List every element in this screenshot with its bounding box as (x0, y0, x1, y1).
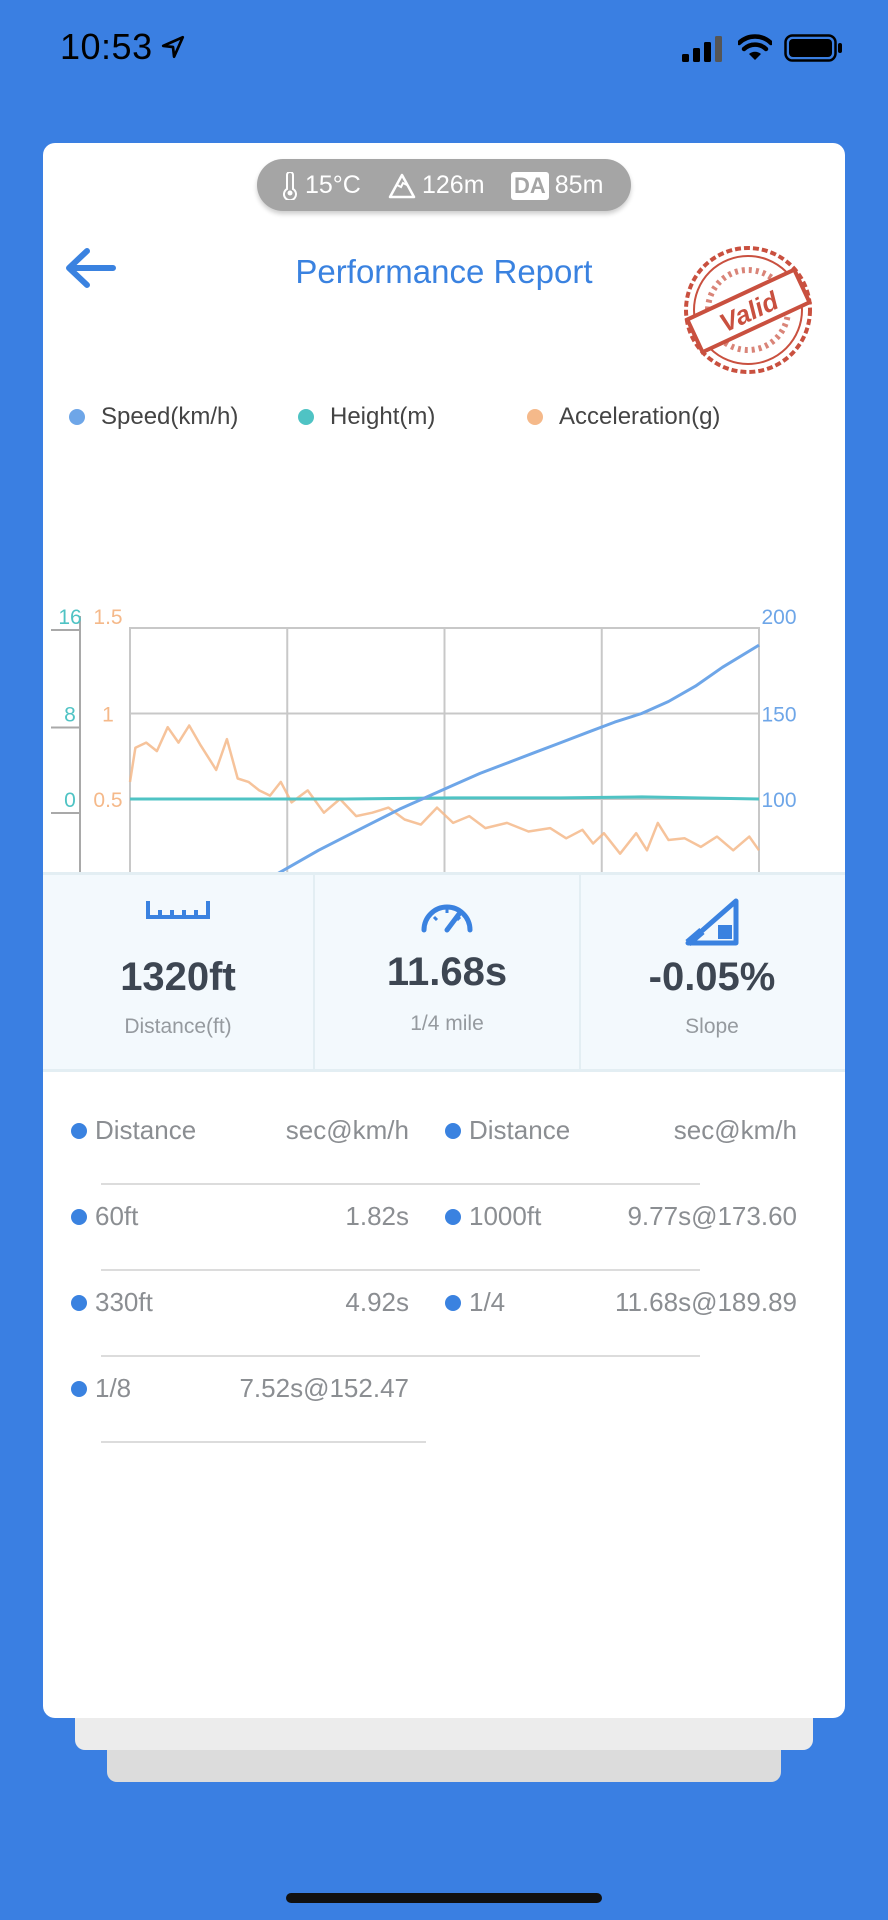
height-tick-label: 8 (64, 704, 76, 727)
report-card: 15°C 126m DA 85m Performance Report Vali… (43, 143, 845, 1718)
split-60ft: 60ft 1.82s (43, 1189, 426, 1275)
legend-height: Height(m) (298, 403, 435, 431)
ruler-icon (146, 901, 210, 919)
stat-slope-label: Slope (685, 1015, 739, 1038)
series-line-height (130, 795, 760, 801)
speedometer-icon (421, 904, 473, 933)
split-value: 11.68s@189.89 (614, 1287, 797, 1317)
acceleration-tick-label: 0.5 (93, 789, 122, 812)
speed-tick-label: 100 (761, 789, 796, 812)
split-header-right: Distance sec@km/h (409, 1103, 797, 1189)
split-bullet (71, 1209, 87, 1225)
stat-distance: 1320ft Distance(ft) (43, 875, 315, 1069)
split-value: 4.92s (345, 1287, 409, 1317)
split-330ft: 330ft 4.92s (43, 1275, 426, 1361)
legend-height-dot (298, 409, 314, 425)
split-bullet (445, 1209, 461, 1225)
thermometer-icon (283, 171, 297, 200)
arrow-left-icon (66, 248, 116, 288)
split-value: sec@km/h (673, 1115, 797, 1145)
split-divider (101, 1355, 426, 1357)
acceleration-tick-label: 1 (102, 704, 114, 727)
speed-tick-label: 200 (761, 606, 796, 629)
temperature-value: 15°C (305, 171, 361, 199)
height-tick-label: 0 (64, 789, 76, 812)
split-divider (409, 1183, 700, 1185)
density-altitude-item: DA 85m (511, 171, 603, 200)
split-divider (101, 1441, 426, 1443)
density-altitude-value: 85m (554, 171, 604, 199)
cellular-signal-icon (682, 36, 722, 62)
stat-distance-value: 1320ft (120, 955, 236, 999)
stat-slope: -0.05% Slope (579, 875, 845, 1069)
split-divider (101, 1183, 426, 1185)
location-arrow-icon (161, 35, 185, 59)
height-tick-label: 16 (58, 606, 81, 629)
stat-time: 11.68s 1/4 mile (315, 875, 581, 1069)
split-bullet (71, 1123, 87, 1139)
battery-icon (784, 34, 842, 62)
split-bullet (445, 1295, 461, 1311)
split-bullet (71, 1295, 87, 1311)
split-header-left: Distance sec@km/h (43, 1103, 426, 1189)
legend-speed-label: Speed(km/h) (101, 403, 239, 430)
split-name: Distance (469, 1115, 571, 1145)
stat-distance-label: Distance(ft) (124, 1015, 232, 1038)
split-name: 330ft (95, 1287, 153, 1317)
mountain-icon (388, 173, 416, 198)
status-bar: 10:53 (0, 0, 888, 100)
split-bullet (445, 1123, 461, 1139)
split-value: sec@km/h (285, 1115, 409, 1145)
legend-acceleration: Acceleration(g) (527, 403, 720, 431)
altitude-value: 126m (422, 171, 485, 199)
split-divider (409, 1355, 700, 1357)
split-divider (101, 1269, 426, 1271)
valid-stamp-icon: Valid (684, 246, 813, 374)
split-bullet (71, 1381, 87, 1397)
legend-acceleration-label: Acceleration(g) (559, 403, 721, 430)
series-line-acceleration (128, 724, 761, 855)
legend-speed: Speed(km/h) (69, 403, 238, 431)
split-value: 9.77s@173.60 (627, 1201, 797, 1231)
split-name: 1/4 (469, 1287, 506, 1317)
split-divider (409, 1269, 700, 1271)
home-indicator (286, 1893, 602, 1903)
legend-acceleration-dot (527, 409, 543, 425)
status-time: 10:53 (60, 26, 153, 67)
back-button[interactable] (61, 243, 121, 293)
split-quarter-mile: 1/4 11.68s@189.89 (409, 1275, 797, 1361)
split-name: 60ft (95, 1201, 139, 1231)
stat-time-label: 1/4 mile (410, 1012, 484, 1035)
wifi-icon (738, 34, 772, 60)
stats-band: 1320ft Distance(ft) 11.68s 1/4 mile -0.0… (43, 872, 845, 1072)
altitude-item: 126m (388, 171, 485, 200)
speed-tick-label: 150 (761, 704, 796, 727)
split-value: 1.82s (345, 1201, 409, 1231)
stat-slope-value: -0.05% (648, 955, 776, 999)
split-name: 1/8 (95, 1373, 132, 1403)
stat-time-value: 11.68s (386, 950, 508, 994)
legend-speed-dot (69, 409, 85, 425)
split-name: 1000ft (469, 1201, 542, 1231)
da-badge: DA (511, 171, 549, 200)
legend-height-label: Height(m) (330, 403, 436, 430)
page-title: Performance Report (295, 253, 593, 290)
split-eighth-mile: 1/8 7.52s@152.47 (43, 1361, 426, 1447)
split-value: 7.52s@152.47 (239, 1373, 409, 1403)
split-name: Distance (95, 1115, 197, 1145)
acceleration-tick-label: 1.5 (93, 606, 122, 629)
temperature-item: 15°C (281, 171, 361, 200)
weather-pill: 15°C 126m DA 85m (257, 159, 631, 211)
split-1000ft: 1000ft 9.77s@173.60 (409, 1189, 797, 1275)
slope-icon (685, 898, 739, 947)
